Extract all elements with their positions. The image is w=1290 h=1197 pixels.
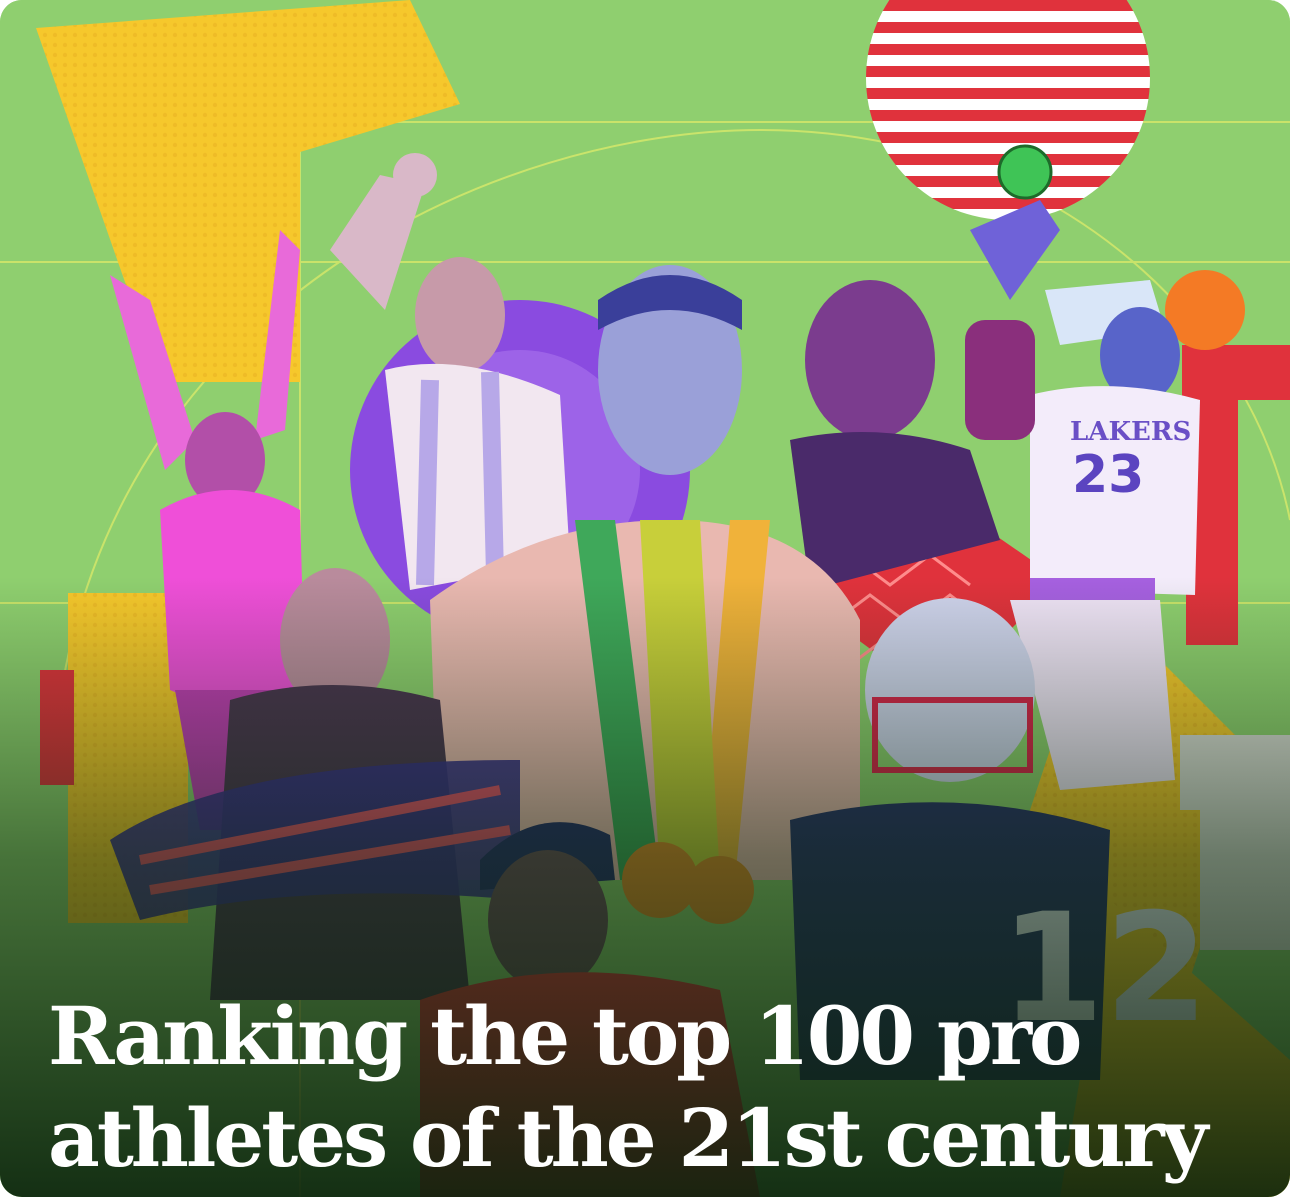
lakers-jersey-text: LAKERS bbox=[1070, 417, 1191, 447]
headline-line-1: Ranking the top 100 pro bbox=[48, 989, 1082, 1083]
headline[interactable]: Ranking the top 100 pro athletes of the … bbox=[48, 985, 1228, 1189]
jersey-number-23: 23 bbox=[1072, 445, 1144, 505]
headline-line-2: athletes of the 21st century bbox=[48, 1091, 1208, 1185]
